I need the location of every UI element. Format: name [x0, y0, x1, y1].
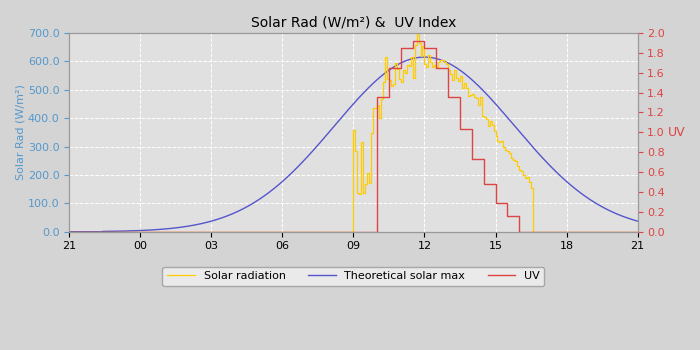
Solar radiation	[65, 230, 74, 234]
UV	[219, 230, 228, 234]
Theoretical solar max	[326, 128, 335, 133]
Y-axis label: UV: UV	[667, 126, 685, 139]
Title: Solar Rad (W/m²) &  UV Index: Solar Rad (W/m²) & UV Index	[251, 15, 456, 29]
Y-axis label: Solar Rad (W/m²): Solar Rad (W/m²)	[15, 84, 25, 180]
Solar radiation	[634, 230, 642, 234]
UV	[113, 230, 121, 234]
Solar radiation	[146, 230, 155, 234]
Theoretical solar max	[617, 214, 626, 218]
Solar radiation	[487, 119, 496, 124]
Solar radiation	[463, 86, 472, 90]
Theoretical solar max	[634, 219, 642, 223]
Theoretical solar max	[342, 111, 350, 115]
Line: UV: UV	[69, 41, 638, 232]
UV	[634, 230, 642, 234]
Solar radiation	[420, 62, 428, 66]
Theoretical solar max	[420, 55, 428, 59]
Line: Theoretical solar max: Theoretical solar max	[69, 57, 638, 232]
Solar radiation	[412, 19, 421, 23]
Theoretical solar max	[513, 127, 522, 131]
Legend: Solar radiation, Theoretical solar max, UV: Solar radiation, Theoretical solar max, …	[162, 267, 545, 286]
Theoretical solar max	[65, 230, 74, 234]
Theoretical solar max	[617, 214, 625, 218]
UV	[408, 39, 416, 43]
UV	[349, 230, 358, 234]
UV	[515, 214, 524, 218]
Solar radiation	[533, 230, 541, 234]
Theoretical solar max	[94, 230, 102, 234]
UV	[397, 66, 405, 70]
Line: Solar radiation: Solar radiation	[69, 21, 638, 232]
Solar radiation	[412, 43, 421, 48]
UV	[89, 230, 97, 234]
UV	[65, 230, 74, 234]
